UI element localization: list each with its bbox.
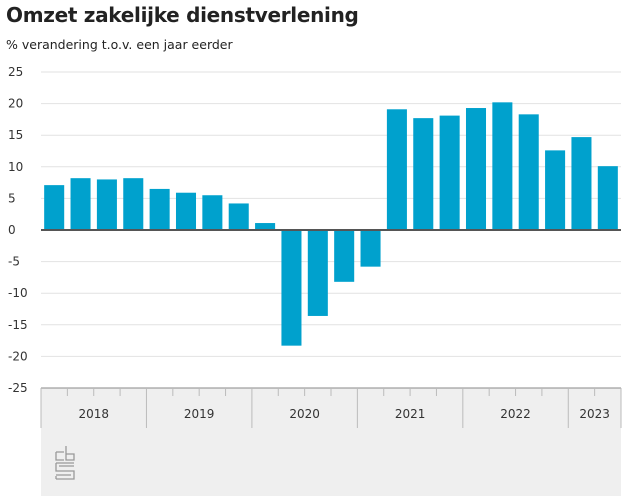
bar — [175, 192, 197, 230]
chart-subtitle: % verandering t.o.v. een jaar eerder — [6, 37, 233, 52]
x-tick-label: 2019 — [184, 407, 215, 421]
bar — [307, 230, 328, 316]
y-tick-label: -25 — [8, 381, 28, 395]
y-tick-label: 10 — [8, 160, 23, 174]
bar — [465, 108, 487, 230]
bar — [439, 115, 460, 230]
y-tick-label: 15 — [8, 128, 23, 142]
cbs-logo-icon — [55, 446, 75, 480]
y-tick-label: -5 — [8, 255, 20, 269]
bar — [492, 102, 513, 230]
bar — [571, 137, 592, 230]
bar — [202, 195, 223, 230]
bar — [281, 230, 302, 346]
x-tick-label: 2018 — [78, 407, 109, 421]
x-axis-band — [41, 388, 621, 496]
bar — [44, 185, 65, 230]
bar — [597, 166, 618, 230]
y-tick-label: 25 — [8, 65, 23, 79]
bar — [413, 118, 434, 230]
logo-cb — [55, 446, 75, 461]
bar — [518, 114, 539, 230]
y-tick-label: 5 — [8, 191, 16, 205]
bar — [386, 109, 407, 230]
y-tick-label: 0 — [8, 223, 16, 237]
bar — [149, 188, 170, 230]
y-tick-label: -20 — [8, 349, 28, 363]
logo-s — [55, 462, 75, 480]
bar — [228, 203, 249, 230]
x-tick-label: 2022 — [500, 407, 531, 421]
y-tick-label: -15 — [8, 318, 28, 332]
bar — [360, 230, 381, 267]
bar — [545, 150, 566, 230]
bar — [123, 178, 144, 230]
bar — [70, 178, 91, 230]
y-tick-label: -10 — [8, 286, 28, 300]
chart-title: Omzet zakelijke dienstverlening — [6, 3, 359, 27]
bar — [96, 179, 117, 230]
x-tick-label: 2020 — [289, 407, 320, 421]
bar — [255, 223, 276, 230]
bar — [334, 230, 355, 282]
y-tick-label: 20 — [8, 97, 23, 111]
x-tick-label: 2021 — [395, 407, 426, 421]
x-tick-label: 2023 — [579, 407, 610, 421]
